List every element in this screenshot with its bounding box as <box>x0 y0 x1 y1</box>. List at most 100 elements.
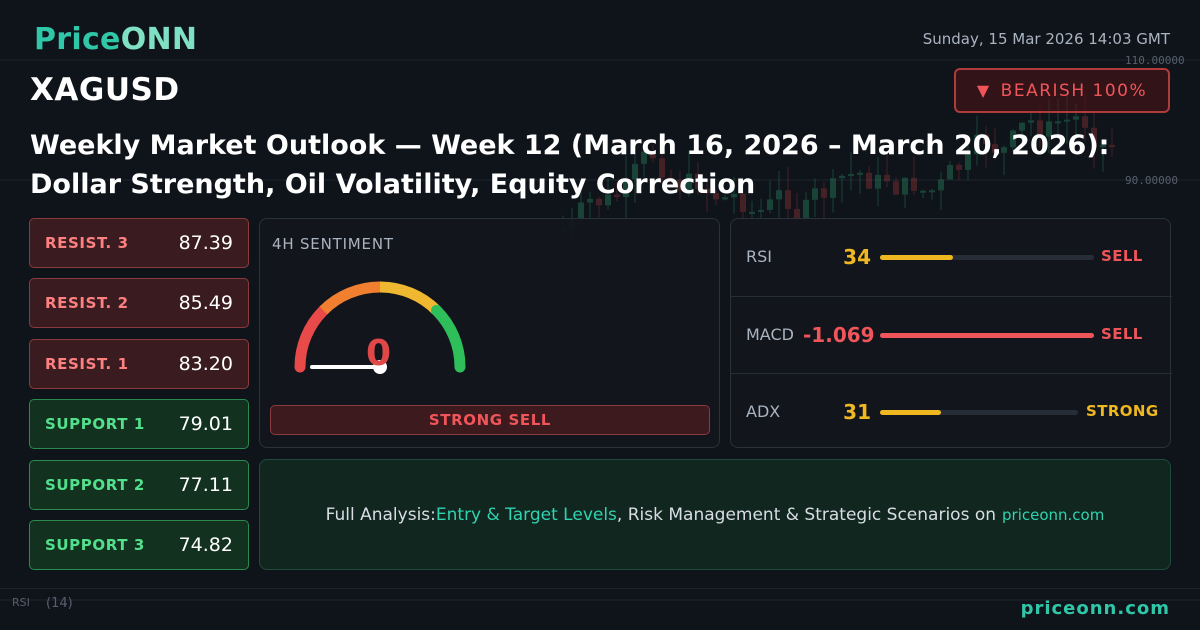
background-candle-body <box>632 163 638 180</box>
background-candle-body <box>974 134 980 155</box>
level-value: 87.39 <box>178 232 233 254</box>
brand-logo-part1: Price <box>34 22 121 57</box>
background-candle-body <box>767 199 773 210</box>
level-resist-2: RESIST. 2 85.49 <box>29 278 249 329</box>
indicator-track <box>880 410 1078 415</box>
level-label: RESIST. 1 <box>45 354 129 373</box>
indicator-value: -1.069 <box>803 323 875 347</box>
sentiment-gauge <box>294 281 466 374</box>
background-candle-body <box>812 188 818 200</box>
background-candle-body <box>731 193 737 198</box>
symbol-title: XAGUSD <box>30 72 180 108</box>
price-levels: RESIST. 3 87.39 RESIST. 2 85.49 RESIST. … <box>29 218 249 580</box>
background-candle-body <box>641 151 647 164</box>
sentiment-signal: STRONG SELL <box>270 405 710 435</box>
publish-datetime: Sunday, 15 Mar 2026 14:03 GMT <box>922 30 1170 48</box>
headline: Weekly Market Outlook — Week 12 (March 1… <box>30 130 1110 200</box>
background-candle-body <box>956 164 962 170</box>
background-candle-body <box>920 190 926 193</box>
indicator-name: ADX <box>746 402 781 421</box>
background-candle-body <box>893 181 899 195</box>
background-candle-body <box>677 179 683 191</box>
background-candle-body <box>1055 121 1061 124</box>
cta-prefix: Full Analysis: <box>325 504 436 525</box>
background-candle-body <box>884 174 890 182</box>
indicator-value: 34 <box>843 245 871 269</box>
background-candle-body <box>1001 147 1007 153</box>
level-label: SUPPORT 1 <box>45 415 145 434</box>
background-candle-body <box>938 179 944 191</box>
indicator-track <box>880 333 1094 338</box>
background-candle-body <box>668 177 674 180</box>
background-candle-body <box>911 177 917 191</box>
background-candle-body <box>713 193 719 200</box>
full-analysis-banner[interactable]: Full Analysis: Entry & Target Levels, Ri… <box>259 459 1171 570</box>
background-candle-body <box>992 144 998 153</box>
level-resist-3: RESIST. 3 87.39 <box>29 218 249 268</box>
level-label: SUPPORT 3 <box>45 535 145 554</box>
level-support-2: SUPPORT 2 77.11 <box>29 459 249 510</box>
indicator-name: MACD <box>746 325 794 344</box>
level-support-1: SUPPORT 1 79.01 <box>29 399 249 450</box>
background-candle-body <box>794 208 800 219</box>
brand-logo-part2: ONN <box>120 22 198 57</box>
background-candle-body <box>605 194 611 206</box>
indicators-panel: RSI 34 SELL MACD -1.069 SELL ADX 31 STRO… <box>730 218 1172 450</box>
gauge-arc-weak-sell <box>319 281 381 315</box>
cta-suffix: , Risk Management & Strategic Scenarios … <box>616 504 997 525</box>
background-candle-body <box>749 211 755 214</box>
background-candle-body <box>848 174 854 177</box>
background-candle-body <box>587 198 593 203</box>
level-label: RESIST. 3 <box>45 234 129 252</box>
background-candle-body <box>830 178 836 198</box>
indicator-signal: SELL <box>1101 325 1143 343</box>
bg-price-label-1: 110.00000 <box>1125 54 1185 67</box>
background-candle-body <box>623 179 629 198</box>
gauge-arc-sell <box>294 304 329 373</box>
indicator-adx: ADX 31 STRONG <box>731 373 1172 450</box>
background-candle-body <box>614 194 620 198</box>
indicator-rsi: RSI 34 SELL <box>731 219 1172 296</box>
footer-divider <box>0 588 1200 589</box>
background-candle-body <box>659 158 665 178</box>
cta-domain-link[interactable]: priceonn.com <box>1002 505 1105 524</box>
brand-logo: PriceONN <box>34 22 197 57</box>
background-candle-body <box>1091 127 1097 148</box>
bg-indicator-label: RSI <box>12 596 30 609</box>
level-support-3: SUPPORT 3 74.82 <box>29 519 249 570</box>
bias-badge: ▼ BEARISH 100% <box>954 68 1170 113</box>
indicator-fill <box>880 333 1094 338</box>
level-resist-1: RESIST. 1 83.20 <box>29 338 249 389</box>
sentiment-value: 0 <box>366 333 392 374</box>
level-value: 83.20 <box>178 352 233 375</box>
background-candle-body <box>875 174 881 189</box>
cta-highlight: Entry & Target Levels <box>435 504 617 525</box>
indicator-name: RSI <box>746 247 772 266</box>
level-label: SUPPORT 2 <box>45 475 145 494</box>
bg-price-label-2: 90.00000 <box>1125 174 1178 187</box>
background-candle-body <box>1028 120 1034 123</box>
background-candle-body <box>866 172 872 189</box>
level-value: 85.49 <box>178 292 233 315</box>
background-grid <box>0 59 1200 601</box>
background-candle-body <box>1010 130 1016 148</box>
gauge-arc-weak-buy <box>379 281 441 315</box>
background-candle-body <box>758 209 764 212</box>
background-candle-body <box>695 173 701 190</box>
background-candle-body <box>1019 122 1025 131</box>
background-candle-body <box>983 134 989 145</box>
background-candle-body <box>929 190 935 193</box>
background-candle-body <box>578 202 584 220</box>
indicator-macd: MACD -1.069 SELL <box>731 296 1172 373</box>
sentiment-title: 4H SENTIMENT <box>272 235 394 253</box>
level-label: RESIST. 2 <box>45 294 129 313</box>
background-candle-body <box>965 154 971 170</box>
level-value: 79.01 <box>178 413 233 436</box>
background-candles <box>560 93 1115 243</box>
background-candle-body <box>686 173 692 191</box>
background-candle-body <box>1109 144 1115 148</box>
footer-domain-link[interactable]: priceonn.com <box>1020 598 1170 619</box>
background-candle-body <box>821 188 827 198</box>
